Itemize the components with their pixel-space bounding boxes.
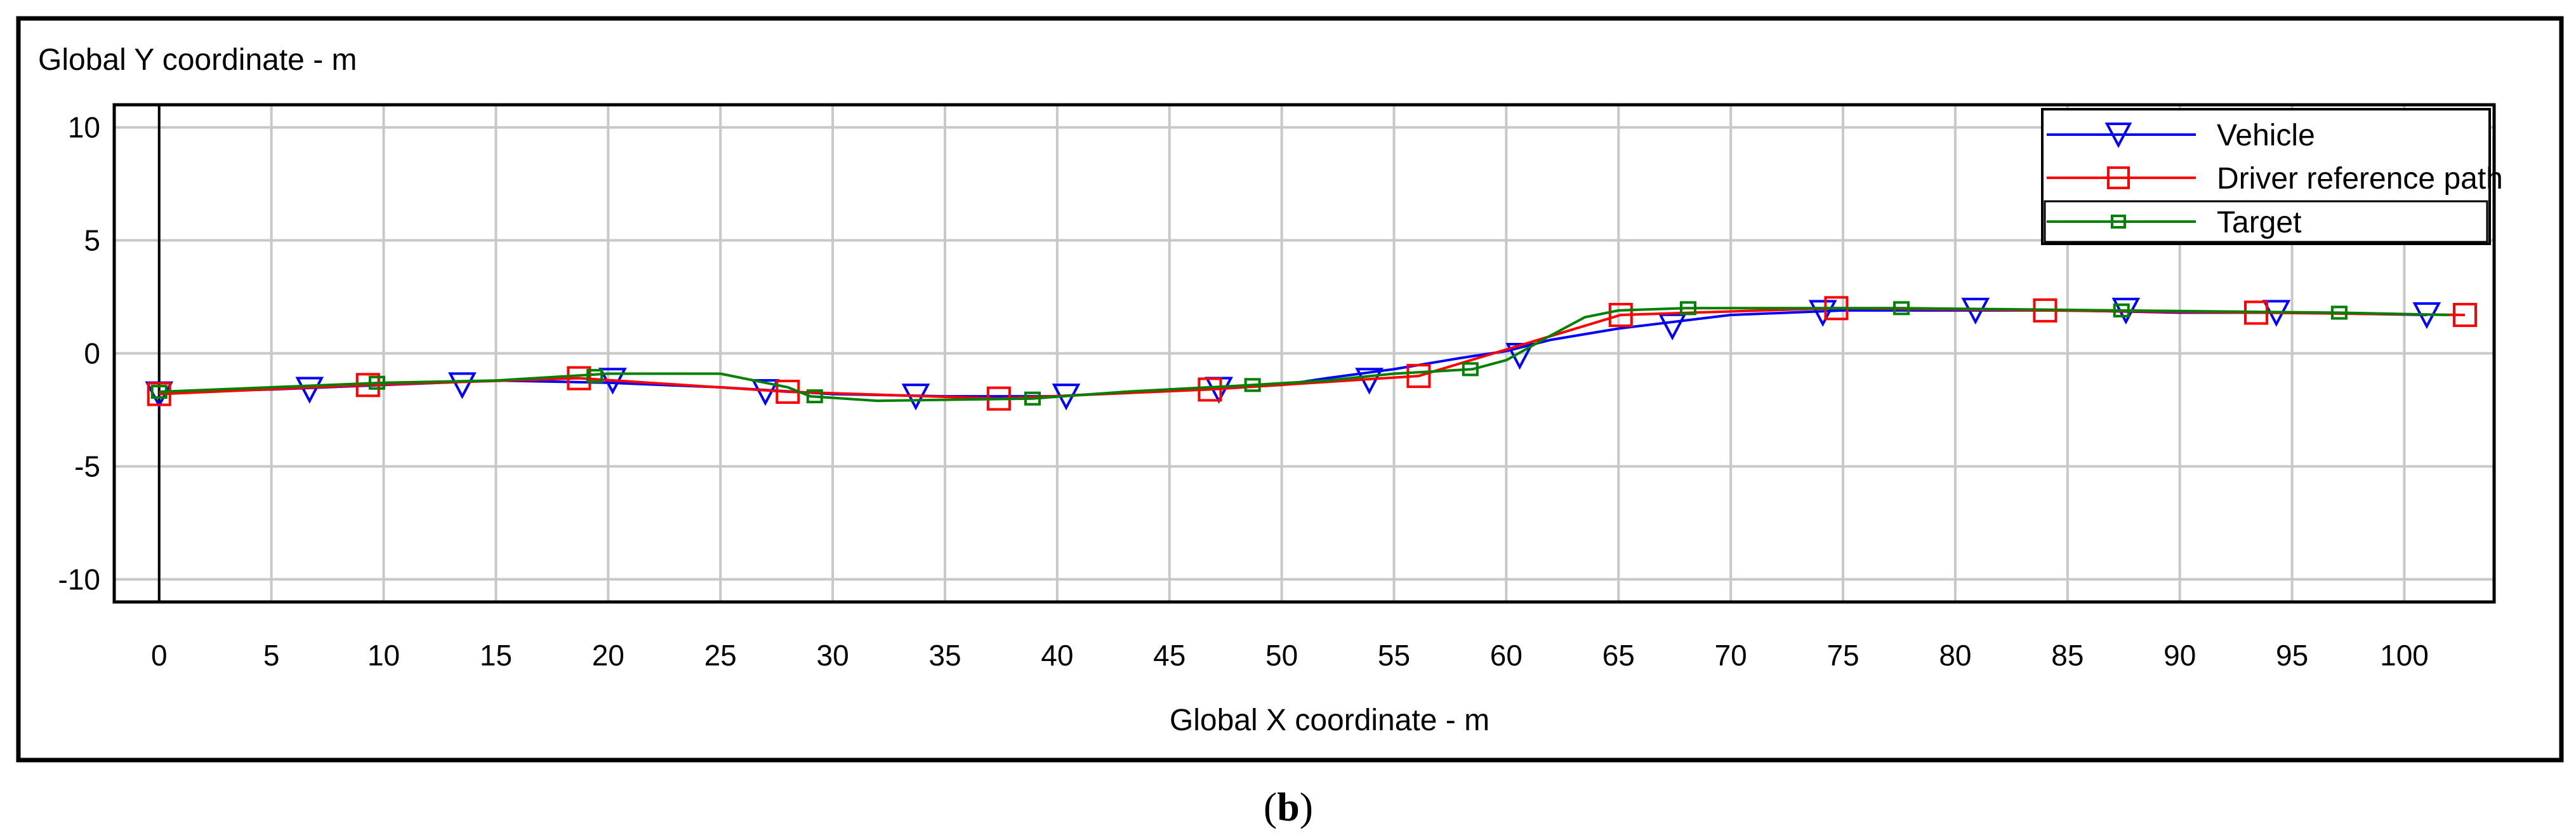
legend-marker-target [2111,215,2126,229]
x-tick-label: 15 [480,639,512,672]
driver-reference-path-marker [1406,364,1431,389]
target-marker [368,375,385,390]
target-marker [1893,301,1910,316]
x-tick-label: 45 [1153,639,1186,672]
x-tick-label: 5 [263,639,280,672]
target-marker [1679,301,1696,316]
driver-reference-path-marker [147,382,171,406]
driver-reference-path-marker [1198,377,1222,402]
caption-close-paren: ) [1300,784,1313,829]
legend: Vehicle Driver reference path Target [2041,108,2503,245]
tick-labels: 0 5 10 15 20 25 30 35 40 45 50 55 60 65 70 75 80 85 90 95 10… [58,111,2429,672]
x-tick-label: 70 [1715,639,1747,672]
y-tick-label: -10 [58,563,100,596]
y-tick-label: 10 [68,111,100,144]
target-marker [1244,378,1261,392]
series-layer [145,296,2478,411]
x-tick-label: 40 [1041,639,1073,672]
driver-reference-path-marker [1608,302,1633,327]
caption-letter: b [1277,784,1300,829]
figure-caption: (b) [1264,784,1313,829]
vehicle-marker [1808,300,1837,327]
x-tick-label: 50 [1265,639,1298,672]
vehicle-marker [295,377,324,404]
target-marker [150,385,168,399]
legend-label-vehicle: Vehicle [2217,119,2315,152]
target-marker [806,389,823,404]
driver-reference-path-marker [567,366,591,391]
legend-label-target: Target [2217,206,2301,239]
x-tick-label: 20 [592,639,624,672]
x-tick-label: 90 [2163,639,2196,672]
target-line [159,307,2450,403]
y-tick-label: 5 [84,224,100,257]
vehicle-marker [448,372,477,399]
target-marker [2113,303,2130,317]
x-tick-label: 65 [1602,639,1635,672]
x-tick-label: 30 [816,639,849,672]
vehicle-marker [1658,313,1687,341]
target-marker [1462,362,1479,377]
legend-marker-vehicle [2104,123,2132,149]
target-marker [1024,391,1041,406]
legend-marker-driver-reference-path [2107,166,2130,189]
x-tick-label: 10 [367,639,400,672]
plot-area-border [112,103,2496,604]
x-tick-label: 75 [1826,639,1859,672]
x-tick-label: 60 [1490,639,1522,672]
series-target [150,301,2450,406]
x-tick-label: 0 [151,639,168,672]
target-marker [2330,305,2348,320]
target-marker [586,369,604,384]
x-tick-label: 85 [2051,639,2084,672]
driver-reference-path-marker [2453,302,2478,327]
caption-open-paren: ( [1264,784,1277,829]
y-axis-title: Global Y coordinate - m [38,43,357,77]
x-tick-label: 80 [1939,639,1971,672]
legend-focus-rect [2044,200,2488,243]
y-tick-label: -5 [74,450,100,483]
x-tick-label: 100 [2380,639,2429,672]
x-tick-label: 25 [704,639,737,672]
x-tick-label: 55 [1378,639,1410,672]
x-axis-title: Global X coordinate - m [1170,704,1489,737]
y-tick-label: 0 [84,337,100,370]
legend-label-driver-reference-path: Driver reference path [2217,162,2503,196]
x-tick-label: 95 [2276,639,2308,672]
x-tick-label: 35 [928,639,961,672]
